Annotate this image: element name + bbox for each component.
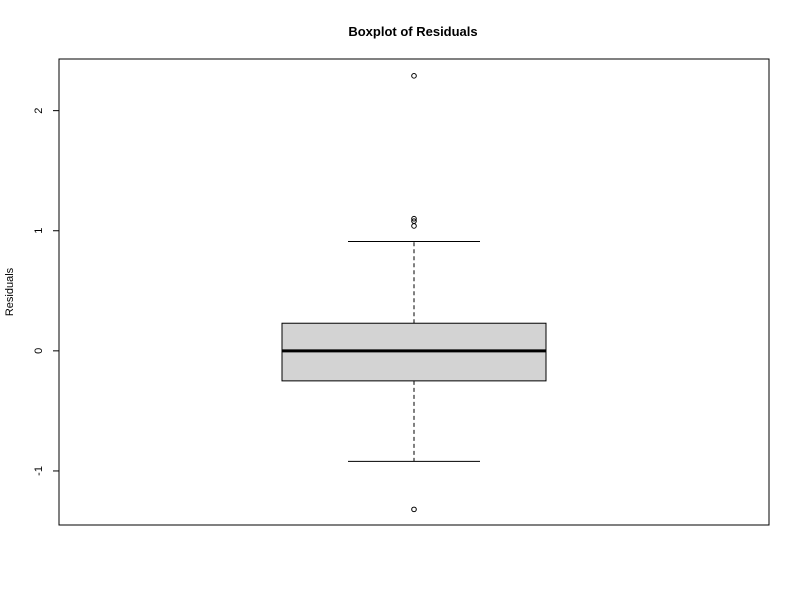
y-tick-label: 1 [33,228,45,234]
outlier-point [411,215,417,222]
box-group [281,73,547,513]
y-tick-label: 2 [33,108,45,114]
outlier-point [411,73,417,79]
y-tick-label: -1 [33,466,45,476]
chart-title: Boxplot of Residuals [348,24,477,39]
outlier-point [411,223,417,229]
y-tick-label: 0 [33,348,45,354]
y-axis-label: Residuals [4,267,16,316]
outlier-point [411,506,417,513]
y-axis-ticks: -1 0 1 2 [33,108,59,476]
